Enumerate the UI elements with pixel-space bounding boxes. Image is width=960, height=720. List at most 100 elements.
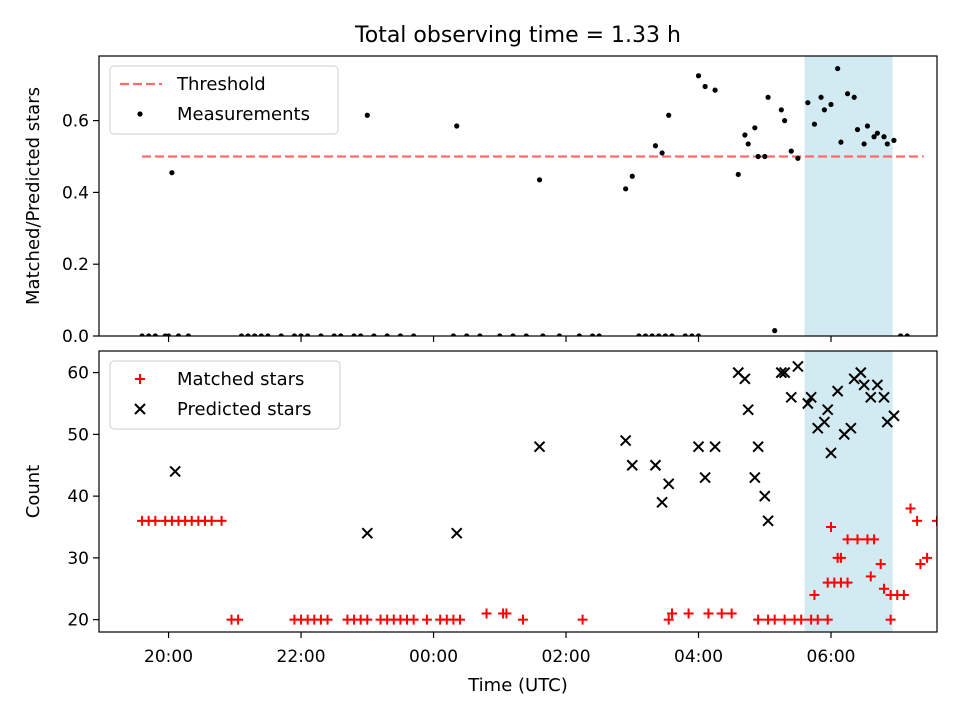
matched-stars-point — [501, 608, 512, 619]
measurement-point — [805, 100, 811, 106]
measurement-point — [695, 73, 702, 79]
legend-predicted-swatch — [134, 403, 146, 415]
predicted-stars-point — [855, 366, 867, 379]
predicted-stars-point — [778, 366, 791, 379]
measurement-point — [652, 143, 659, 149]
measurement-point — [904, 333, 910, 336]
measurement-point — [666, 112, 672, 118]
measurement-point — [891, 137, 897, 143]
measurement-point — [755, 153, 761, 160]
matched-stars-point — [835, 552, 846, 563]
measurement-point — [636, 333, 642, 336]
matched-stars-point — [322, 614, 333, 625]
measurement-point — [252, 333, 258, 336]
chart-title: Total observing time = 1.33 h — [354, 23, 681, 48]
measurement-point — [854, 126, 861, 133]
legend-label: Measurements — [177, 104, 310, 125]
measurement-point — [821, 107, 827, 113]
legend-box — [109, 65, 339, 135]
matched-stars-point — [812, 614, 823, 625]
legend: Threshold Measurements — [109, 65, 339, 135]
predicted-stars-point — [451, 527, 463, 539]
measurement-point — [778, 107, 784, 113]
matched-stars-point — [769, 614, 780, 625]
y-tick-label: 50 — [67, 425, 89, 445]
measurement-point — [828, 101, 834, 108]
predicted-stars-point — [649, 459, 662, 471]
axes-frame — [98, 55, 938, 337]
measurement-point — [169, 170, 175, 176]
predicted-stars-point — [821, 403, 834, 416]
matched-stars-point — [481, 608, 492, 619]
measurement-point — [510, 333, 516, 336]
highlight-span — [804, 56, 893, 336]
matched-stars-point — [683, 608, 694, 619]
predicted-stars-point — [361, 527, 373, 539]
matched-stars-point — [206, 515, 217, 526]
measurement-point — [897, 333, 904, 336]
y-tick-label: 40 — [67, 487, 89, 507]
x-tick-label: 22:00 — [277, 647, 326, 667]
legend-matched-swatch — [135, 374, 145, 384]
measurement-point — [384, 333, 390, 336]
matched-stars-point — [905, 503, 916, 514]
measurement-point — [152, 333, 158, 336]
measurement-point — [795, 155, 801, 161]
measurement-point — [844, 91, 851, 97]
measurement-point — [712, 87, 718, 93]
measurement-point — [745, 141, 751, 147]
predicted-stars-point — [699, 471, 711, 484]
measurement-point — [629, 173, 635, 179]
measurement-point — [765, 94, 771, 100]
matched-stars-point — [809, 589, 820, 600]
legend: Matched stars Predicted stars — [109, 360, 341, 430]
measurement-point — [165, 333, 172, 336]
measurement-point — [752, 125, 758, 131]
measurement-point — [662, 333, 668, 336]
measurement-point — [278, 333, 284, 336]
y-axis-label: Matched/Predicted stars — [23, 87, 44, 305]
matched-stars-point — [796, 614, 807, 625]
legend-label: Predicted stars — [177, 399, 311, 420]
measurement-point — [851, 94, 857, 100]
predicted-stars-point — [775, 366, 788, 379]
measurement-point — [782, 118, 788, 124]
measurement-point — [642, 333, 649, 336]
plot-area — [139, 65, 924, 336]
matched-stars-point — [716, 608, 727, 619]
measurement-point — [540, 333, 546, 336]
matched-stars-point — [842, 577, 853, 588]
matched-stars-point — [753, 614, 764, 625]
matched-stars-point — [915, 559, 926, 570]
measurement-point — [871, 134, 877, 140]
predicted-stars-point — [831, 385, 844, 397]
measurement-point — [397, 333, 404, 336]
measurement-point — [762, 153, 768, 160]
y-tick-label: 0.4 — [62, 183, 89, 203]
predicted-stars-point — [762, 515, 774, 527]
matched-stars-point — [421, 614, 432, 625]
measurement-point — [371, 333, 377, 336]
measurement-point — [623, 186, 629, 192]
measurement-point — [411, 333, 417, 336]
matched-stars-point — [577, 614, 588, 625]
predicted-stars-point — [785, 391, 797, 404]
predicted-stars-point — [692, 441, 705, 453]
measurement-point — [497, 333, 503, 336]
measurement-point — [523, 333, 529, 336]
measurement-point — [884, 141, 890, 147]
predicted-stars-point — [858, 379, 870, 391]
matched-stars-point — [822, 614, 833, 625]
legend-box — [109, 360, 341, 430]
measurement-point — [139, 333, 145, 336]
matched-stars-point — [842, 534, 853, 545]
y-tick-label: 0.0 — [62, 327, 89, 347]
measurement-point — [238, 333, 245, 336]
legend-label: Threshold — [176, 74, 266, 95]
matched-stars-point — [455, 614, 466, 625]
measurement-point — [649, 333, 655, 336]
matched-stars-point — [875, 559, 886, 570]
predicted-stars-point — [888, 410, 900, 422]
predicted-stars-point — [656, 496, 668, 509]
measurement-point — [245, 333, 251, 336]
